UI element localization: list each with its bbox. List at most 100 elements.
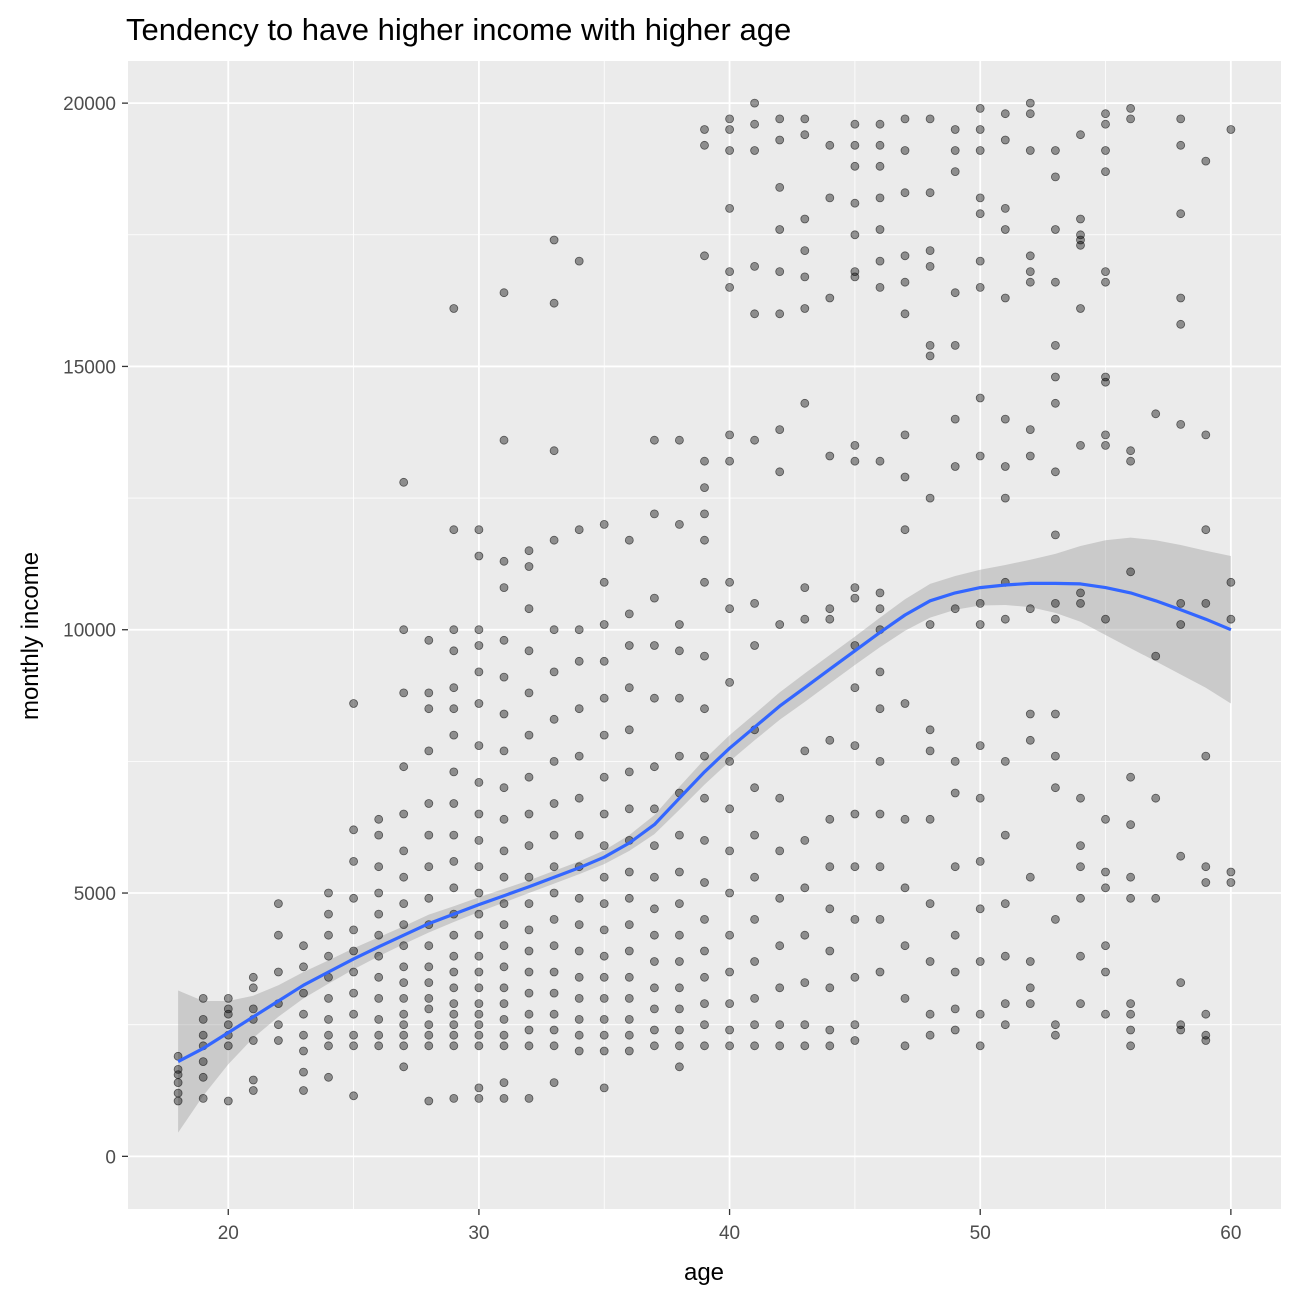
data-point: [1051, 599, 1060, 608]
data-point: [700, 535, 709, 545]
data-point: [1201, 156, 1211, 166]
data-point: [574, 1015, 584, 1024]
data-point: [1051, 709, 1060, 719]
data-point: [850, 456, 860, 466]
data-point: [750, 915, 759, 924]
data-point: [925, 746, 935, 756]
data-point: [248, 1075, 258, 1085]
data-point: [1025, 604, 1035, 614]
data-point: [1025, 425, 1035, 435]
data-point: [299, 941, 308, 951]
data-point: [599, 1015, 609, 1024]
data-point: [675, 435, 684, 445]
data-point: [775, 135, 785, 145]
data-point: [775, 467, 785, 477]
data-point: [700, 577, 709, 587]
data-point: [975, 741, 985, 750]
y-tick-label: 5000: [74, 884, 116, 905]
data-point: [1176, 978, 1186, 987]
data-point: [750, 830, 759, 840]
data-point: [524, 688, 534, 698]
data-point: [324, 994, 333, 1003]
data-point: [725, 114, 734, 124]
data-point: [725, 967, 734, 977]
data-point: [850, 972, 860, 982]
data-point: [950, 757, 960, 766]
data-point: [875, 604, 885, 614]
data-point: [1176, 209, 1186, 219]
data-point: [975, 256, 985, 266]
data-point: [700, 836, 709, 845]
data-point: [1176, 851, 1186, 861]
data-point: [349, 946, 359, 956]
data-point: [1076, 230, 1085, 240]
data-point: [399, 920, 409, 929]
data-point: [449, 930, 459, 940]
data-point: [349, 1030, 359, 1040]
data-point: [1025, 999, 1035, 1008]
data-point: [650, 957, 659, 966]
data-point: [223, 1096, 233, 1106]
data-point: [900, 146, 910, 155]
data-point: [499, 746, 509, 756]
data-point: [599, 951, 609, 961]
data-point: [850, 1020, 860, 1030]
data-point: [599, 577, 609, 587]
data-point: [750, 146, 759, 155]
data-point: [424, 1020, 434, 1030]
data-point: [750, 309, 759, 319]
data-point: [1000, 830, 1010, 840]
data-point: [925, 725, 935, 735]
data-point: [1051, 1030, 1060, 1040]
data-point: [825, 946, 835, 956]
data-point: [198, 1030, 208, 1040]
data-point: [875, 456, 885, 466]
data-point: [499, 999, 509, 1008]
data-point: [850, 809, 860, 819]
data-point: [1226, 867, 1236, 877]
data-point: [599, 994, 609, 1003]
data-point: [299, 1030, 308, 1040]
data-point: [1000, 225, 1010, 234]
data-point: [950, 862, 960, 872]
data-point: [900, 114, 910, 124]
data-point: [950, 414, 960, 424]
data-point: [775, 983, 785, 993]
data-point: [449, 857, 459, 866]
data-point: [549, 235, 559, 245]
data-point: [800, 214, 810, 224]
data-point: [750, 957, 759, 966]
data-point: [750, 599, 759, 608]
x-tick-label: 30: [468, 1223, 489, 1244]
x-tick-label: 60: [1220, 1223, 1241, 1244]
data-point: [499, 899, 509, 908]
data-point: [374, 909, 384, 919]
data-point: [499, 583, 509, 592]
data-point: [399, 846, 409, 856]
x-tick-label: 20: [218, 1223, 239, 1244]
data-point: [524, 1094, 534, 1103]
data-point: [750, 98, 759, 108]
data-point: [474, 967, 484, 977]
data-point: [800, 1020, 810, 1030]
data-point: [1126, 1025, 1135, 1035]
data-point: [474, 951, 484, 961]
data-point: [675, 693, 684, 703]
data-point: [725, 1041, 734, 1051]
data-point: [524, 772, 534, 782]
data-point: [875, 225, 885, 234]
data-point: [975, 104, 985, 113]
data-point: [549, 625, 559, 635]
data-point: [975, 957, 985, 966]
data-point: [499, 783, 509, 793]
data-point: [875, 140, 885, 150]
data-point: [850, 583, 860, 592]
data-point: [875, 704, 885, 714]
data-point: [875, 757, 885, 766]
data-point: [825, 862, 835, 872]
data-point: [273, 899, 283, 908]
data-point: [700, 878, 709, 887]
data-point: [449, 304, 459, 313]
data-point: [675, 830, 684, 840]
data-point: [399, 1020, 409, 1030]
